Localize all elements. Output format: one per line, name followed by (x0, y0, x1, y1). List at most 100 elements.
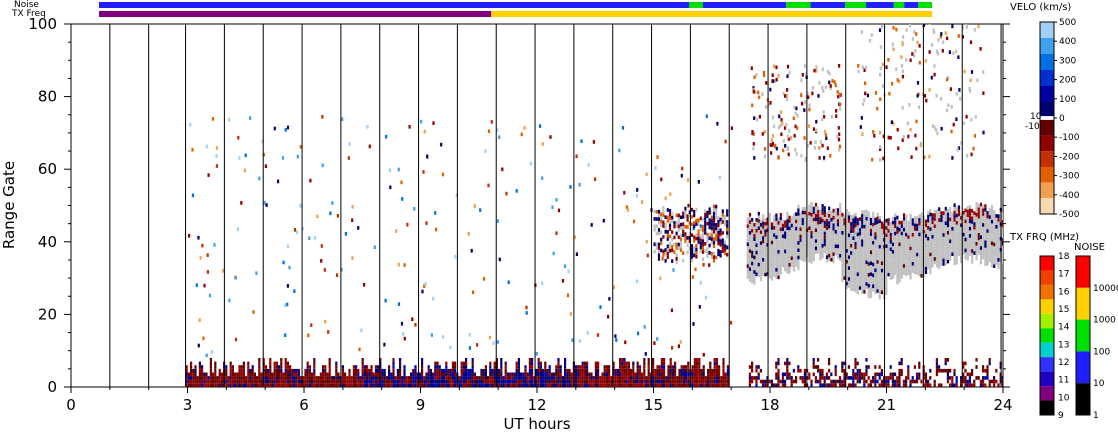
echo-cell (869, 232, 873, 236)
echo-cell (469, 372, 472, 377)
echo-cell (1001, 252, 1003, 257)
echo-cell (528, 368, 531, 373)
echo-cell (315, 379, 318, 384)
echo-cell (603, 383, 606, 387)
echo-cell (331, 201, 334, 205)
echo-cell (843, 221, 846, 226)
echo-cell (762, 243, 765, 247)
echo-cell (668, 227, 672, 231)
echo-cell (918, 361, 921, 366)
velocity-colorbar: VELO (km/s) 5004003002001000-100-200-300… (1010, 2, 1080, 220)
echo-cell (775, 372, 778, 377)
echo-cell (834, 219, 837, 223)
echo-cell (790, 252, 793, 257)
echo-cell (898, 231, 901, 236)
echo-cell (933, 64, 936, 68)
echo-cell (685, 383, 688, 387)
echo-cell (839, 217, 842, 222)
echo-cell (792, 260, 796, 265)
echo-cell (830, 225, 833, 229)
echo-cell (471, 365, 474, 369)
echo-cell (852, 240, 855, 244)
echo-cell (786, 233, 789, 238)
echo-cell (344, 372, 347, 377)
txfreq-swatch (1040, 357, 1054, 372)
echo-cell (845, 263, 848, 268)
echo-cell (799, 256, 802, 260)
echo-cell (986, 376, 989, 380)
echo-cell (915, 146, 918, 151)
echo-cell (891, 42, 894, 47)
echo-cell (845, 256, 848, 260)
echo-cell (940, 218, 943, 223)
echo-cell (599, 376, 602, 380)
echo-cell (946, 256, 950, 260)
echo-cell (759, 230, 763, 234)
echo-cell (975, 231, 978, 235)
echo-cell (797, 233, 800, 238)
echo-cell (690, 233, 694, 237)
echo-cell (748, 260, 752, 264)
echo-cell (216, 379, 219, 384)
echo-cell (699, 216, 702, 221)
echo-cell (192, 383, 195, 387)
echo-cell (900, 249, 903, 254)
echo-cell (322, 368, 325, 373)
echo-cell (569, 185, 572, 189)
echo-cell (913, 234, 917, 238)
echo-cell (821, 244, 824, 248)
echo-cell (850, 280, 853, 284)
echo-cell (876, 231, 879, 235)
echo-cell (892, 121, 895, 126)
echo-cell (984, 251, 987, 256)
echo-cell (526, 379, 529, 384)
echo-cell (626, 208, 629, 212)
echo-cell (960, 219, 963, 224)
echo-cell (762, 265, 765, 269)
echo-cell (929, 241, 932, 246)
echo-cell (209, 358, 212, 362)
echo-cell (282, 372, 285, 377)
echo-cell (872, 280, 875, 285)
echo-cell (803, 247, 807, 251)
echo-cell (720, 383, 723, 387)
echo-cell (997, 383, 1000, 387)
echo-cell (719, 250, 722, 254)
echo-cell (357, 379, 360, 384)
echo-cell (861, 210, 864, 214)
echo-cell (610, 376, 613, 380)
echo-cell (988, 226, 991, 230)
echo-cell (938, 210, 941, 215)
echo-cell (304, 383, 307, 387)
echo-cell (924, 226, 928, 231)
echo-cell (982, 237, 985, 242)
echo-cell (656, 379, 659, 384)
echo-cell (531, 372, 534, 377)
echo-cell (957, 55, 960, 60)
echo-cell (526, 383, 529, 387)
echo-cell (788, 215, 791, 220)
echo-cell (240, 368, 243, 373)
echo-cell (861, 224, 864, 229)
echo-cell (971, 234, 974, 239)
echo-cell (854, 245, 857, 250)
echo-cell (894, 235, 897, 239)
echo-cell (856, 290, 859, 295)
echo-cell (865, 267, 868, 272)
echo-cell (861, 286, 864, 291)
echo-cell (984, 222, 987, 226)
echo-cell (568, 376, 571, 380)
echo-cell (861, 376, 864, 380)
echo-cell (296, 154, 299, 159)
echo-cell (460, 379, 463, 384)
echo-cell (559, 376, 562, 380)
echo-cell (944, 368, 947, 373)
echo-cell (701, 239, 705, 243)
echo-cell (660, 376, 663, 380)
echo-cell (867, 291, 870, 295)
echo-cell (885, 229, 888, 234)
echo-cell (218, 368, 221, 373)
echo-cell (931, 245, 934, 250)
echo-cell (425, 221, 428, 225)
echo-cell (608, 368, 611, 373)
